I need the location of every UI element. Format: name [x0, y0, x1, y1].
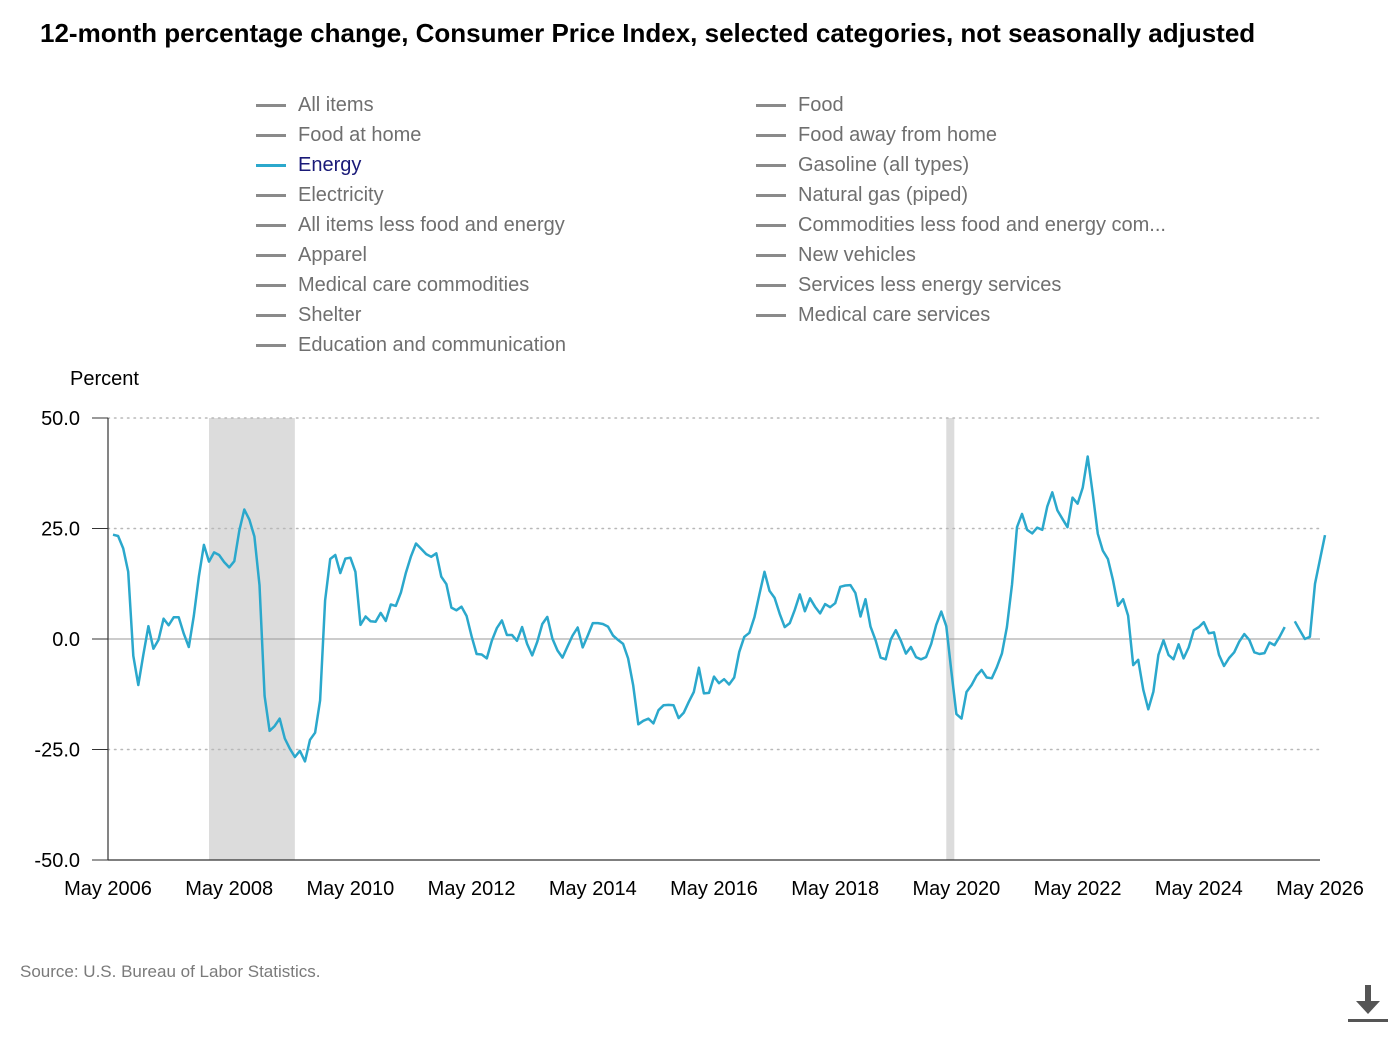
legend-swatch — [756, 163, 786, 167]
legend-item-medical-care-services[interactable]: Medical care services — [756, 300, 990, 330]
legend-item-shelter[interactable]: Shelter — [256, 300, 361, 330]
legend-item-all-items[interactable]: All items — [256, 90, 374, 120]
legend-item-food-at-home[interactable]: Food at home — [256, 120, 421, 150]
legend-swatch — [756, 133, 786, 137]
x-tick-label: May 2016 — [670, 878, 758, 900]
legend-label: Apparel — [298, 243, 367, 266]
legend-label: Education and communication — [298, 333, 566, 356]
legend-swatch — [756, 283, 786, 287]
legend-label: All items less food and energy — [298, 213, 565, 236]
x-tick-label: May 2012 — [428, 878, 516, 900]
chart-title: 12-month percentage change, Consumer Pri… — [40, 18, 1256, 48]
legend-label: Services less energy services — [798, 273, 1062, 296]
legend-item-medical-care-commodities[interactable]: Medical care commodities — [256, 270, 529, 300]
series-line-energy — [112, 455, 1286, 763]
legend-label: Commodities less food and energy com... — [798, 213, 1166, 236]
y-tick-label: -25.0 — [34, 740, 80, 762]
legend-item-energy[interactable]: Energy — [256, 150, 361, 180]
legend-item-commodities-less-food-and-energy-com[interactable]: Commodities less food and energy com... — [756, 210, 1166, 240]
legend-swatch — [756, 223, 786, 227]
legend-item-new-vehicles[interactable]: New vehicles — [756, 240, 916, 270]
source-note: Source: U.S. Bureau of Labor Statistics. — [20, 962, 321, 981]
y-tick-label: 0.0 — [52, 629, 80, 651]
legend-swatch — [756, 313, 786, 317]
legend: All items Food Food at home Food away from … — [0, 90, 1400, 360]
x-tick-label: May 2006 — [64, 878, 152, 900]
legend-swatch — [256, 133, 286, 137]
legend-item-all-items-less-food-and-energy[interactable]: All items less food and energy — [256, 210, 565, 240]
series-line-energy — [1293, 534, 1327, 641]
legend-label: Natural gas (piped) — [798, 183, 969, 206]
legend-swatch — [256, 223, 286, 227]
y-tick-label: 50.0 — [41, 408, 80, 430]
legend-swatch — [256, 313, 286, 317]
legend-label: Energy — [298, 153, 362, 176]
x-tick-label: May 2014 — [549, 878, 637, 900]
x-tick-label: May 2018 — [791, 878, 879, 900]
x-tick-label: May 2008 — [185, 878, 273, 900]
legend-swatch — [756, 253, 786, 257]
legend-item-natural-gas-piped[interactable]: Natural gas (piped) — [756, 180, 968, 210]
legend-item-food-away-from-home[interactable]: Food away from home — [756, 120, 997, 150]
legend-swatch — [756, 193, 786, 197]
legend-swatch — [256, 193, 286, 197]
legend-swatch — [756, 103, 786, 107]
legend-swatch — [256, 343, 286, 347]
legend-label: Gasoline (all types) — [798, 153, 970, 176]
x-tick-label: May 2022 — [1034, 878, 1122, 900]
legend-item-services-less-energy-services[interactable]: Services less energy services — [756, 270, 1061, 300]
legend-label: Shelter — [298, 303, 362, 326]
legend-label: New vehicles — [798, 243, 916, 266]
y-tick-label: 25.0 — [41, 519, 80, 541]
x-tick-label: May 2020 — [912, 878, 1000, 900]
legend-label: Electricity — [298, 183, 384, 206]
legend-label: Food away from home — [798, 123, 997, 146]
y-tick-label: -50.0 — [34, 850, 80, 872]
legend-swatch — [256, 253, 286, 257]
legend-label: Food — [798, 93, 844, 116]
y-axis-label: Percent — [70, 368, 139, 390]
legend-item-food[interactable]: Food — [756, 90, 844, 120]
legend-label: All items — [298, 93, 374, 116]
x-tick-label: May 2024 — [1155, 878, 1243, 900]
legend-label: Food at home — [298, 123, 422, 146]
legend-swatch — [256, 163, 286, 167]
x-tick-label: May 2026 — [1276, 878, 1364, 900]
legend-item-education-and-communication[interactable]: Education and communication — [256, 330, 566, 360]
legend-swatch — [256, 103, 286, 107]
legend-label: Medical care services — [798, 303, 991, 326]
legend-item-electricity[interactable]: Electricity — [256, 180, 384, 210]
legend-swatch — [256, 283, 286, 287]
legend-label: Medical care commodities — [298, 273, 530, 296]
legend-item-gasoline-all-types[interactable]: Gasoline (all types) — [756, 150, 969, 180]
legend-item-apparel[interactable]: Apparel — [256, 240, 367, 270]
x-tick-label: May 2010 — [306, 878, 394, 900]
download-icon[interactable] — [1346, 983, 1390, 1027]
